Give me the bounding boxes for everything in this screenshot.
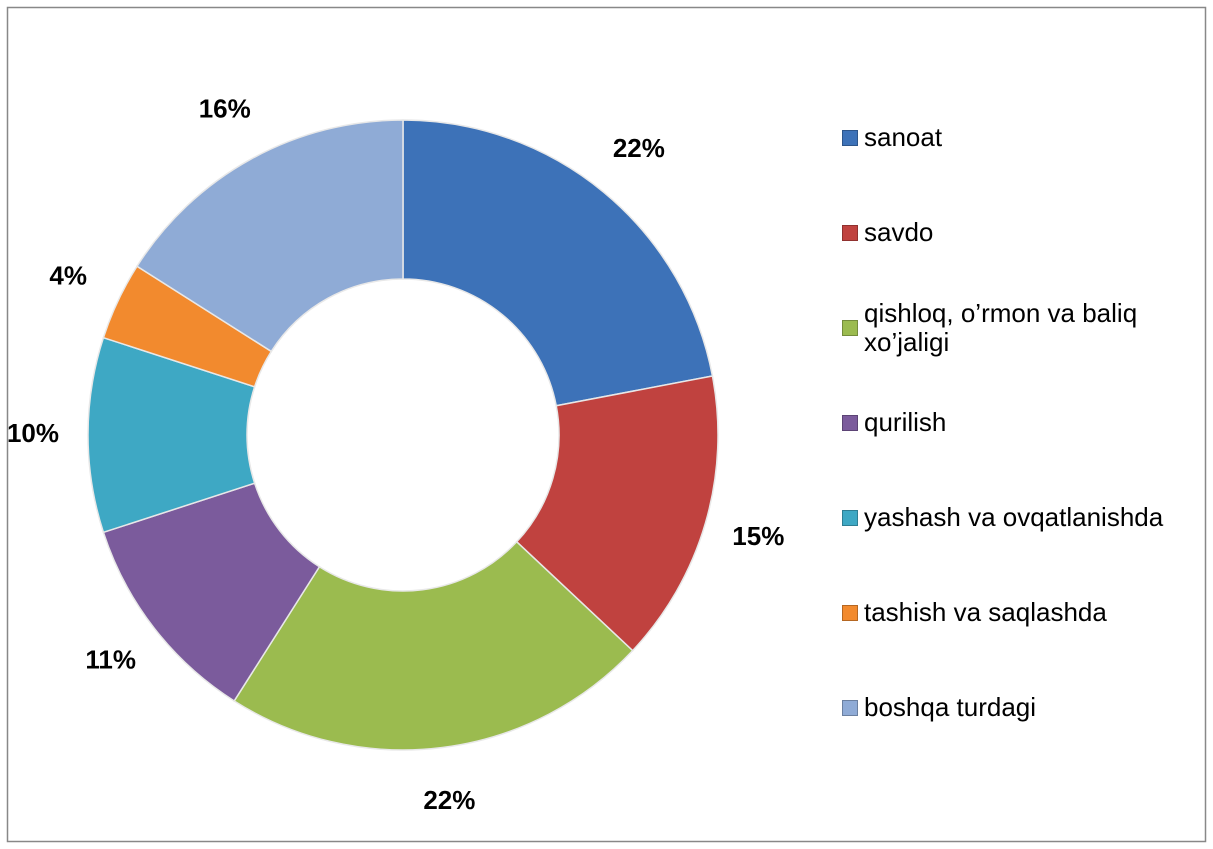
donut-slice (402, 119, 714, 407)
legend-item: boshqa turdagi (842, 660, 1182, 755)
data-label: 4% (49, 260, 87, 290)
donut-slice (515, 375, 719, 652)
data-label: 10% (7, 418, 59, 448)
legend-swatch (842, 699, 858, 716)
legend-swatch (842, 224, 858, 241)
legend-item: qishloq, o’rmon va baliq xo’jaligi (842, 280, 1182, 375)
data-label: 22% (613, 133, 665, 163)
legend-label: savdo (864, 217, 934, 247)
legend-label: tashish va saqlashda (864, 597, 1107, 627)
donut-slice (136, 119, 404, 353)
legend-swatch (842, 509, 858, 526)
frame (6, 6, 1207, 843)
data-label: 22% (423, 785, 475, 815)
legend-swatch (842, 604, 858, 621)
legend-label: qishloq, o’rmon va baliq xo’jaligi (864, 297, 1138, 357)
legend-swatch (842, 129, 858, 146)
donut-slice (233, 540, 634, 751)
legend-item: savdo (842, 185, 1182, 280)
legend-label: sanoat (864, 122, 943, 152)
legend-swatch (842, 414, 858, 431)
legend-label: qurilish (864, 407, 947, 437)
legend-item: tashish va saqlashda (842, 565, 1182, 660)
legend-label: boshqa turdagi (864, 692, 1037, 722)
data-label: 16% (199, 94, 251, 124)
legend-item: qurilish (842, 375, 1182, 470)
legend-item: yashash va ovqatlanishda (842, 470, 1182, 565)
legend: sanoat savdo qishloq, o’rmon va baliq xo’j… (842, 90, 1182, 755)
data-label: 15% (732, 521, 784, 551)
legend-swatch (842, 319, 858, 336)
legend-label: yashash va ovqatlanishda (864, 502, 1164, 532)
data-label: 11% (85, 645, 136, 675)
legend-item: sanoat (842, 90, 1182, 185)
